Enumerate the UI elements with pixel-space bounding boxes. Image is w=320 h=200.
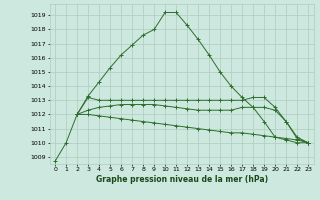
X-axis label: Graphe pression niveau de la mer (hPa): Graphe pression niveau de la mer (hPa) xyxy=(96,175,268,184)
